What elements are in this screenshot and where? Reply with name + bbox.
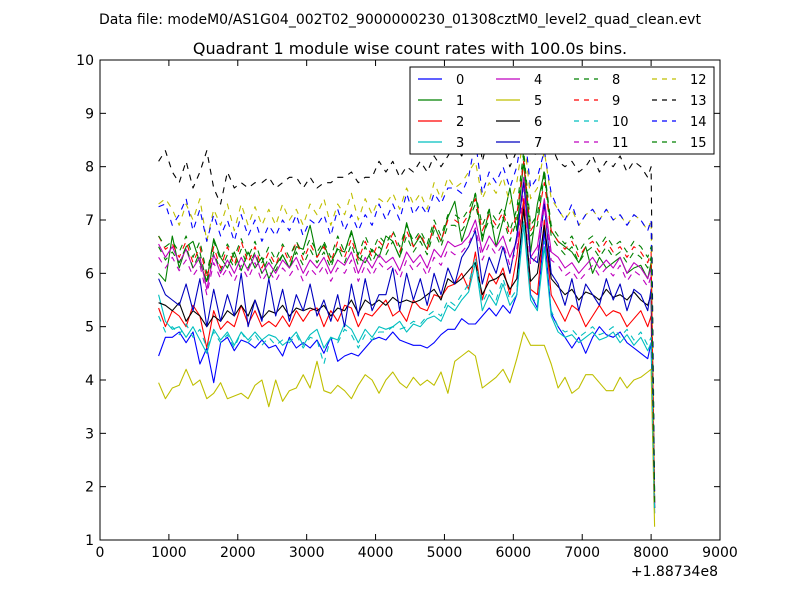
series-line-11 [158,187,656,503]
series-line-13 [158,102,656,493]
legend-label-1: 1 [456,94,464,109]
legend-label-13: 13 [690,94,707,109]
y-tick-label: 6 [85,266,94,282]
y-tick-label: 9 [85,106,94,122]
plot-lines [158,102,656,527]
x-tick-label: 1000 [151,545,187,561]
legend-box [409,66,715,155]
series-line-14 [158,123,656,498]
y-tick-label: 8 [85,160,94,176]
x-tick-label: 5000 [427,545,463,561]
legend-label-5: 5 [534,94,542,109]
series-line-7 [158,182,656,509]
series-line-5 [158,331,656,527]
figure-suptitle: Data file: modeM0/AS1G04_002T02_90000002… [99,12,701,28]
series-line-8 [158,155,656,503]
x-tick-label: 9000 [702,545,738,561]
legend-label-9: 9 [612,94,620,109]
legend-label-0: 0 [456,73,464,88]
x-tick-label: 4000 [358,545,394,561]
x-tick-label: 0 [96,545,105,561]
x-tick-label: 3000 [289,545,325,561]
series-line-10 [158,219,656,514]
y-tick-label: 3 [85,426,94,442]
plot-area-frame [99,59,721,541]
legend-label-7: 7 [534,136,542,151]
legend-label-4: 4 [534,73,542,88]
series-line-2 [158,198,656,509]
y-tick-label: 1 [85,533,94,549]
axes-ticks: 0 1000 2000 3000 4000 5000 6000 7000 8000 9000123… [76,53,738,561]
y-tick-label: 10 [76,53,94,69]
legend-label-14: 14 [690,115,707,130]
x-offset-label: +1.88734e8 [631,564,718,580]
series-line-0 [158,203,656,514]
x-tick-label: 7000 [564,545,600,561]
series-line-4 [158,176,656,503]
y-tick-label: 2 [85,480,94,496]
x-tick-label: 8000 [633,545,669,561]
legend-label-11: 11 [612,136,629,151]
x-tick-label: 2000 [220,545,256,561]
legend-label-8: 8 [612,73,620,88]
y-tick-label: 4 [85,373,94,389]
legend-label-3: 3 [456,136,464,151]
series-line-15 [158,150,656,503]
series-line-9 [158,160,656,503]
series-line-6 [158,208,656,509]
legend-label-2: 2 [456,115,464,130]
y-tick-label: 5 [85,320,94,336]
chart-title: Quadrant 1 module wise count rates with … [193,39,627,58]
legend-label-12: 12 [690,73,707,88]
legend-label-10: 10 [612,115,629,130]
legend-label-6: 6 [534,115,542,130]
y-tick-label: 7 [85,213,94,229]
x-tick-label: 6000 [496,545,532,561]
legend-label-15: 15 [690,136,707,151]
